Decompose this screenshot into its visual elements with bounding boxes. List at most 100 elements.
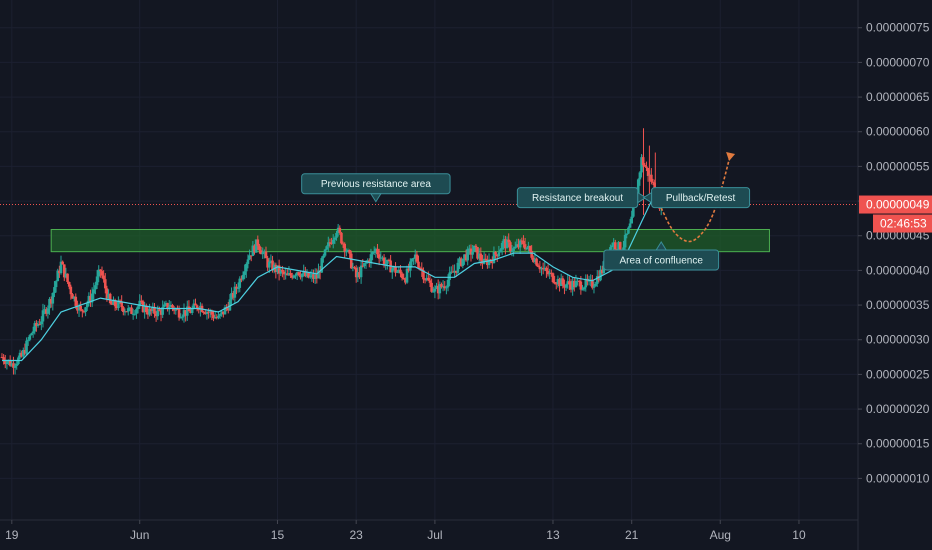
candle-body: [299, 275, 302, 278]
candle-body: [636, 179, 640, 194]
candle-body: [568, 281, 571, 285]
candle-body: [161, 306, 164, 315]
candle-body: [438, 284, 442, 294]
candle-body: [464, 254, 468, 261]
candle-body: [30, 333, 33, 336]
candle-body: [44, 309, 48, 314]
candle-body: [99, 269, 102, 272]
y-tick-label: 0.00000025: [866, 367, 930, 381]
candle-body: [456, 262, 460, 273]
candle-body: [56, 270, 60, 282]
candle-body: [354, 268, 358, 278]
candle-body: [564, 284, 568, 288]
candle-body: [410, 258, 414, 262]
projection-path: [660, 152, 736, 243]
candle-body: [169, 304, 173, 307]
candle-body: [261, 252, 265, 255]
candle-body: [505, 239, 509, 249]
candle-body: [246, 259, 250, 264]
candle-body: [500, 242, 504, 250]
candle-body: [558, 278, 561, 287]
candle-body: [613, 242, 617, 250]
candle-body: [625, 233, 629, 235]
candle-body: [382, 257, 386, 265]
candle-body: [141, 301, 145, 312]
candle-body: [153, 306, 156, 314]
candle-body: [135, 309, 138, 314]
candle-body: [363, 262, 366, 267]
candle-body: [632, 207, 635, 217]
candle-body: [277, 265, 281, 274]
annotation-callout[interactable]: Pullback/Retest: [642, 187, 751, 209]
y-tick-label: 0.00000010: [866, 471, 930, 485]
candle-body: [166, 303, 169, 310]
annotation-callout[interactable]: Area of confluence: [603, 241, 720, 271]
annotation-label: Resistance breakout: [532, 193, 623, 204]
candle-body: [494, 252, 497, 255]
candle-body: [5, 361, 9, 365]
annotation-callout[interactable]: Previous resistance area: [301, 173, 451, 203]
candle-body: [356, 272, 360, 278]
candle-body: [144, 306, 148, 313]
candle-body: [630, 216, 633, 224]
candle-body: [226, 307, 230, 311]
candle-body: [497, 252, 501, 257]
candle-body: [305, 272, 309, 277]
candle-body: [425, 277, 429, 281]
candle-body: [572, 280, 576, 288]
candle-body: [346, 250, 350, 252]
candle-body: [253, 245, 256, 253]
candle-body: [399, 269, 402, 274]
candle-body: [107, 293, 110, 299]
candle-body: [222, 311, 225, 315]
candle-body: [523, 244, 527, 250]
candle-body: [520, 240, 524, 242]
candle-body: [610, 245, 614, 248]
candle-body: [371, 252, 374, 255]
y-tick-label: 0.00000035: [866, 298, 930, 312]
candle-body: [413, 254, 417, 259]
candle-body: [412, 258, 415, 260]
candle-body: [90, 293, 94, 303]
candle-body: [463, 254, 466, 259]
candle-body: [286, 273, 289, 276]
candle-body: [163, 304, 166, 307]
annotation-callout[interactable]: Resistance breakout: [516, 187, 647, 209]
candle-body: [323, 249, 327, 256]
x-axis[interactable]: 19 Jun 15 23 Jul 13 21 Aug 10: [5, 520, 806, 542]
candle-body: [295, 272, 299, 276]
candle-body: [69, 286, 73, 295]
candle-body: [236, 287, 240, 289]
candle-body: [241, 274, 245, 280]
candle-body: [74, 296, 78, 306]
candle-body: [125, 311, 128, 313]
candle-body: [97, 269, 101, 277]
candle-body: [256, 239, 260, 246]
candle-body: [533, 258, 537, 262]
candle-body: [8, 359, 12, 366]
candle-body: [176, 308, 179, 310]
candle-body: [359, 265, 363, 278]
x-tick-label: 23: [350, 528, 364, 542]
annotation-pointer: [369, 193, 382, 203]
candle-body: [61, 261, 64, 265]
candle-body: [591, 279, 594, 288]
candle-body: [650, 174, 653, 182]
candle-body: [54, 281, 58, 288]
candle-body: [428, 280, 432, 283]
candle-body: [436, 285, 440, 294]
candle-body: [471, 251, 474, 255]
candle-body: [205, 311, 209, 314]
candle-body: [646, 168, 650, 176]
candle-body: [623, 234, 627, 248]
candle-body: [213, 317, 217, 319]
candle-body: [400, 273, 404, 278]
candle-body: [115, 306, 119, 309]
candle-body: [290, 275, 294, 278]
candle-body: [38, 324, 41, 326]
candle-body: [433, 288, 437, 292]
ma-line: [2, 200, 652, 362]
candle-body: [282, 271, 286, 275]
candle-body: [315, 274, 319, 279]
